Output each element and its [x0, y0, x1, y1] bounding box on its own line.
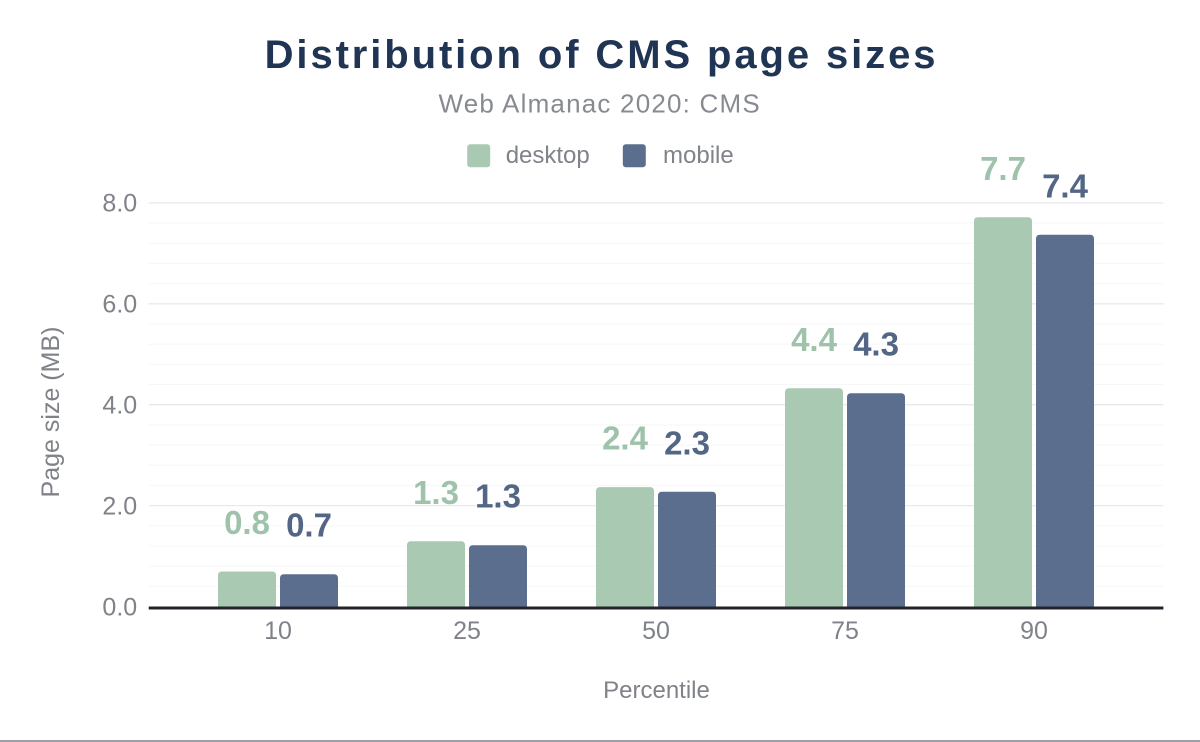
svg-text:25: 25	[453, 617, 481, 645]
svg-text:6.0: 6.0	[102, 291, 137, 319]
svg-text:0.7: 0.7	[286, 507, 332, 544]
svg-text:0.8: 0.8	[224, 504, 270, 541]
svg-text:4.0: 4.0	[102, 392, 137, 420]
svg-text:Page size (MB): Page size (MB)	[37, 327, 65, 498]
svg-text:0.0: 0.0	[102, 593, 137, 621]
svg-text:Percentile: Percentile	[603, 677, 710, 704]
svg-text:10: 10	[264, 617, 292, 645]
svg-text:2.4: 2.4	[602, 420, 649, 457]
svg-text:1.3: 1.3	[413, 474, 459, 511]
svg-text:2.3: 2.3	[664, 424, 710, 461]
svg-text:4.4: 4.4	[791, 321, 838, 358]
svg-text:7.4: 7.4	[1042, 167, 1089, 204]
svg-text:7.7: 7.7	[980, 150, 1026, 187]
svg-text:90: 90	[1020, 617, 1048, 645]
svg-text:1.3: 1.3	[475, 478, 521, 515]
svg-text:Distribution of CMS page sizes: Distribution of CMS page sizes	[265, 33, 939, 77]
svg-text:mobile: mobile	[663, 142, 734, 169]
svg-text:8.0: 8.0	[102, 190, 137, 218]
svg-text:50: 50	[642, 617, 670, 645]
svg-text:Web Almanac 2020: CMS: Web Almanac 2020: CMS	[438, 89, 760, 119]
svg-text:4.3: 4.3	[853, 326, 899, 363]
svg-text:75: 75	[831, 617, 859, 645]
svg-text:2.0: 2.0	[102, 492, 137, 520]
svg-text:desktop: desktop	[506, 142, 590, 169]
